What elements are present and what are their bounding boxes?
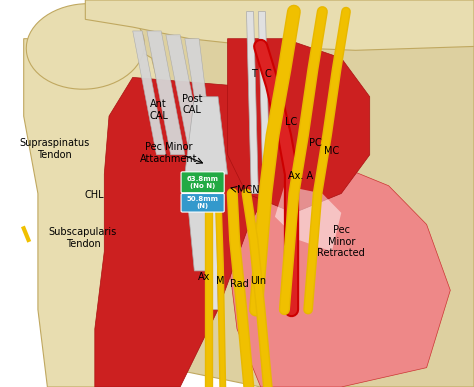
Text: Subscapularis
Tendon: Subscapularis Tendon [49,227,117,249]
Polygon shape [85,0,474,387]
Text: Uln: Uln [250,276,266,286]
Text: CHL: CHL [85,190,105,200]
Text: MC: MC [324,146,339,156]
Text: Ax: Ax [198,272,210,282]
Text: Ax. A: Ax. A [288,171,314,181]
Text: C: C [264,68,271,79]
Text: PC: PC [309,138,321,148]
Polygon shape [275,186,341,252]
Polygon shape [95,77,275,387]
Text: MCN: MCN [237,185,260,195]
Text: 63.8mm
(No N): 63.8mm (No N) [187,176,219,189]
Polygon shape [85,0,474,50]
Text: Rad: Rad [230,279,249,289]
Text: M: M [216,276,225,286]
Polygon shape [185,39,213,155]
FancyBboxPatch shape [181,172,224,193]
Text: Pec
Minor
Retracted: Pec Minor Retracted [318,225,365,259]
FancyBboxPatch shape [181,194,224,212]
Polygon shape [133,31,166,155]
Text: Supraspinatus
Tendon: Supraspinatus Tendon [19,138,90,160]
Text: Pec Minor
Attachment: Pec Minor Attachment [139,142,197,164]
Polygon shape [246,12,258,194]
Polygon shape [147,31,185,155]
Polygon shape [24,39,166,387]
Polygon shape [228,46,308,108]
Text: Ant
CAL: Ant CAL [149,99,168,121]
Text: 50.8mm
(N): 50.8mm (N) [187,196,219,209]
Text: LC: LC [285,117,298,127]
Polygon shape [185,97,228,271]
Polygon shape [166,35,204,155]
Text: T: T [251,68,256,79]
Text: Post
CAL: Post CAL [182,94,202,115]
Polygon shape [228,163,450,387]
Polygon shape [206,174,218,310]
Ellipse shape [26,4,145,89]
Polygon shape [258,12,270,194]
Polygon shape [228,39,370,213]
